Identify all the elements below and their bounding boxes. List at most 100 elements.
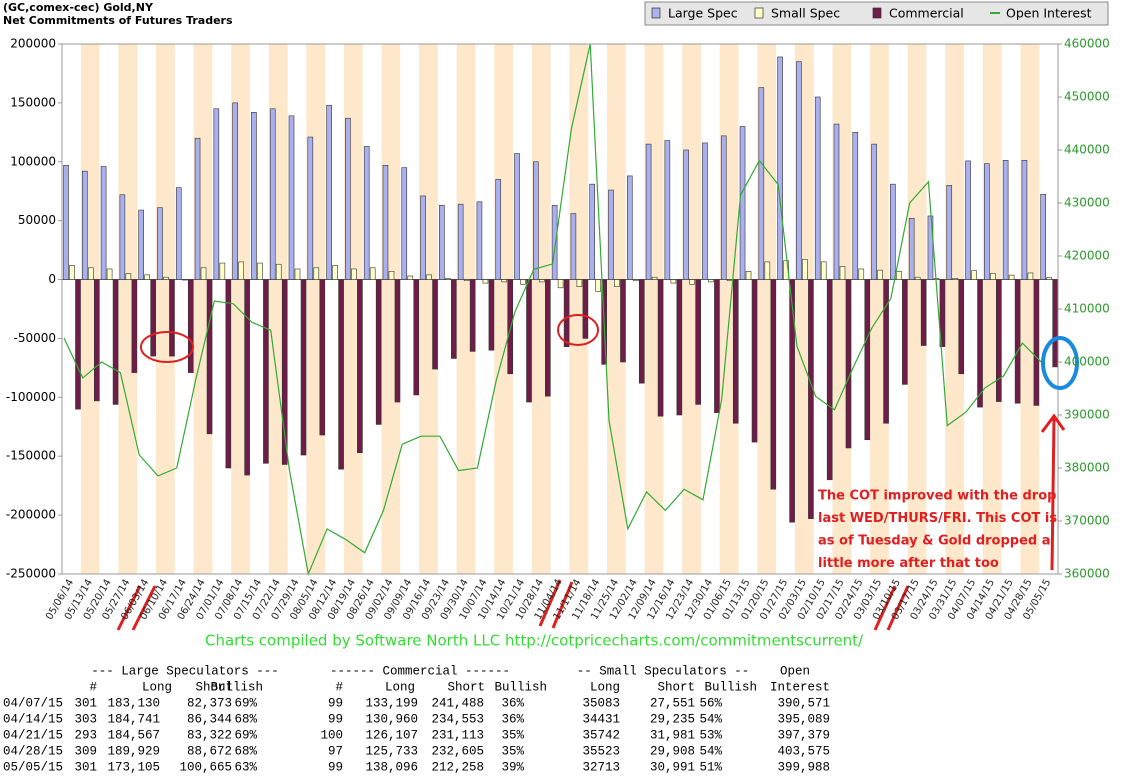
bar xyxy=(589,183,595,280)
chart-title: (GC,comex-cec) Gold,NY xyxy=(3,1,154,14)
cell: 234,553 xyxy=(431,712,484,726)
bar xyxy=(877,269,883,280)
bar xyxy=(551,205,558,280)
column-header: Bullish xyxy=(210,680,263,694)
bar xyxy=(351,268,357,280)
cell: 68% xyxy=(234,744,257,758)
bar xyxy=(244,279,250,476)
bar xyxy=(826,279,833,481)
bar xyxy=(307,136,314,280)
cell: 100 xyxy=(320,728,343,742)
cell: 99 xyxy=(328,696,343,710)
legend-label: Commercial xyxy=(889,6,964,21)
y-tick-label: -50000 xyxy=(13,331,56,345)
bar xyxy=(1033,279,1040,406)
bar xyxy=(845,279,852,449)
bar xyxy=(338,279,344,470)
bar xyxy=(420,195,426,280)
cell: 35742 xyxy=(582,728,620,742)
stripe xyxy=(494,44,514,574)
bar xyxy=(394,279,401,403)
bar xyxy=(225,279,232,469)
bar xyxy=(839,266,846,280)
bar xyxy=(263,279,269,464)
legend-swatch xyxy=(651,7,661,19)
bar xyxy=(106,268,113,280)
column-header: # xyxy=(335,680,343,694)
y2-tick-label: 390000 xyxy=(1064,408,1110,422)
bar xyxy=(300,279,307,456)
bar xyxy=(131,279,138,373)
column-header: Long xyxy=(590,680,620,694)
bar xyxy=(1052,279,1059,368)
red-arrow xyxy=(1040,413,1066,571)
bar xyxy=(739,126,746,280)
bar xyxy=(181,279,188,281)
bar xyxy=(257,262,263,280)
y2-tick-label: 450000 xyxy=(1064,90,1110,104)
cell: 189,929 xyxy=(107,744,160,758)
cell: 99 xyxy=(328,760,343,774)
annotation-line: The COT improved with the drop xyxy=(818,489,1056,504)
bar xyxy=(157,207,163,280)
bar xyxy=(194,137,201,280)
y-tick-label: 100000 xyxy=(10,154,56,168)
bar xyxy=(375,279,382,425)
annotation-line: as of Tuesday & Gold dropped a xyxy=(818,534,1051,549)
cell: 309 xyxy=(74,744,97,758)
bar xyxy=(313,267,320,280)
cell: 403,575 xyxy=(777,744,830,758)
bar xyxy=(476,201,483,280)
bar xyxy=(482,279,489,284)
bar xyxy=(463,279,470,282)
row-date: 04/21/15 xyxy=(3,728,63,742)
cell: 54% xyxy=(699,712,722,726)
stripe xyxy=(907,44,927,574)
bar xyxy=(163,276,169,280)
legend-label: Small Spec xyxy=(771,6,840,21)
bar xyxy=(582,279,589,339)
bar xyxy=(138,209,144,280)
bar xyxy=(608,189,614,280)
bar xyxy=(539,279,545,283)
bar xyxy=(407,275,414,280)
bar xyxy=(332,265,338,280)
bar xyxy=(520,279,526,285)
bar xyxy=(1027,272,1034,280)
y-tick-label: 50000 xyxy=(18,213,56,227)
bar xyxy=(632,279,639,282)
cell: 399,988 xyxy=(777,760,830,774)
group-header: -- Small Speculators -- xyxy=(577,664,750,678)
bar xyxy=(169,279,175,357)
bar xyxy=(683,149,689,280)
y2-tick-label: 410000 xyxy=(1064,302,1110,316)
column-header: Short xyxy=(195,680,233,694)
group-header: --- Large Speculators --- xyxy=(91,664,279,678)
bar xyxy=(275,263,282,280)
bar xyxy=(676,279,683,416)
bar xyxy=(896,271,902,280)
cell: 68% xyxy=(234,712,257,726)
stripe xyxy=(606,44,626,574)
cell: 303 xyxy=(74,712,97,726)
cell: 99 xyxy=(328,712,343,726)
bar xyxy=(175,187,182,280)
bar xyxy=(751,279,758,443)
cell: 69% xyxy=(234,696,257,710)
bar xyxy=(232,102,238,280)
bar xyxy=(533,161,539,280)
bar xyxy=(187,279,194,373)
bar xyxy=(732,279,739,424)
legend-label: Large Spec xyxy=(668,6,738,21)
bar xyxy=(920,279,927,346)
y-tick-label: 150000 xyxy=(10,95,56,109)
cell: 232,605 xyxy=(431,744,484,758)
bar xyxy=(219,262,226,280)
cell: 27,551 xyxy=(650,696,695,710)
row-date: 04/07/15 xyxy=(3,696,63,710)
bar xyxy=(971,270,977,280)
column-header: Bullish xyxy=(494,680,547,694)
bar xyxy=(69,265,75,280)
y2-tick-label: 420000 xyxy=(1064,249,1110,263)
bar xyxy=(488,279,495,351)
